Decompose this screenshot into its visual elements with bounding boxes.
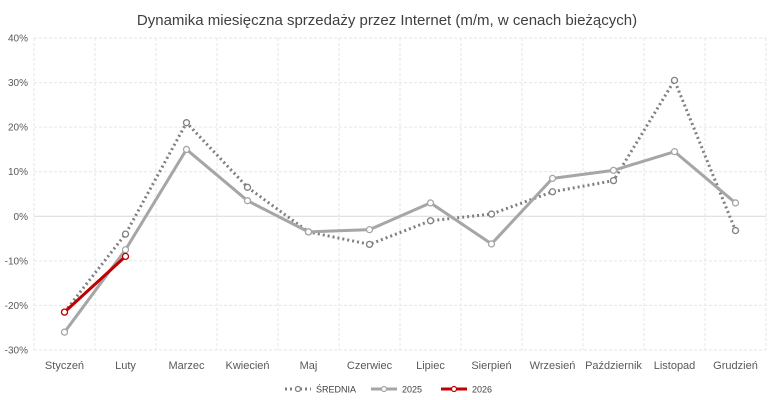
- data-point-2025: [243, 197, 252, 205]
- data-point-ŚREDNIA: [243, 183, 252, 191]
- data-point-ŚREDNIA: [670, 76, 679, 84]
- x-tick-label: Maj: [300, 360, 318, 372]
- series-line-ŚREDNIA: [63, 78, 737, 314]
- data-point-2025: [609, 166, 618, 175]
- x-tick-label: Grudzień: [713, 360, 758, 372]
- data-point-2025: [121, 246, 130, 254]
- data-point-2025: [670, 148, 679, 156]
- legend-marker-2026: [450, 385, 458, 393]
- data-point-ŚREDNIA: [365, 240, 374, 249]
- x-tick-label: Styczeń: [45, 360, 84, 372]
- data-point-2025: [365, 226, 374, 234]
- data-point-2026: [60, 308, 69, 316]
- data-point-2025: [487, 240, 496, 248]
- x-tick-label: Czerwiec: [347, 360, 393, 372]
- y-tick-label: -20%: [5, 301, 28, 312]
- data-point-2025: [182, 145, 191, 154]
- y-tick-label: 0%: [14, 212, 29, 223]
- x-tick-label: Wrzesień: [530, 360, 576, 372]
- data-point-2025: [731, 199, 740, 207]
- x-tick-label: Lipiec: [416, 360, 445, 372]
- y-tick-label: 10%: [8, 167, 28, 178]
- chart-title: Dynamika miesięczna sprzedaży przez Inte…: [136, 12, 638, 29]
- data-point-ŚREDNIA: [487, 210, 496, 218]
- y-tick-label: 30%: [8, 78, 28, 89]
- y-tick-label: 20%: [8, 123, 28, 134]
- data-point-ŚREDNIA: [548, 188, 557, 196]
- data-point-2025: [304, 228, 313, 236]
- series-line-2025: [63, 147, 737, 334]
- data-point-ŚREDNIA: [609, 176, 618, 185]
- legend-marker-2025: [380, 385, 388, 393]
- series-line-2026: [63, 254, 127, 314]
- x-tick-label: Październik: [585, 360, 642, 372]
- legend-label-2025: 2025: [402, 385, 422, 395]
- x-tick-label: Sierpień: [471, 360, 511, 372]
- x-tick-label: Luty: [115, 360, 136, 372]
- data-point-2025: [60, 328, 69, 336]
- x-tick-label: Marzec: [168, 360, 205, 372]
- legend-label-2026: 2026: [472, 385, 492, 395]
- data-point-ŚREDNIA: [426, 217, 435, 225]
- legend-label-ŚREDNIA: ŚREDNIA: [316, 384, 356, 395]
- x-tick-label: Listopad: [654, 360, 696, 372]
- x-tick-label: Kwiecień: [225, 360, 269, 372]
- data-point-ŚREDNIA: [731, 226, 740, 235]
- data-point-ŚREDNIA: [182, 119, 191, 127]
- data-point-2026: [121, 252, 130, 261]
- data-point-ŚREDNIA: [121, 230, 130, 238]
- y-tick-label: 40%: [8, 34, 28, 45]
- y-tick-label: -30%: [5, 346, 28, 357]
- data-point-2025: [548, 174, 557, 183]
- legend-marker-ŚREDNIA: [294, 385, 302, 393]
- y-tick-label: -10%: [5, 256, 28, 267]
- data-point-2025: [426, 199, 435, 207]
